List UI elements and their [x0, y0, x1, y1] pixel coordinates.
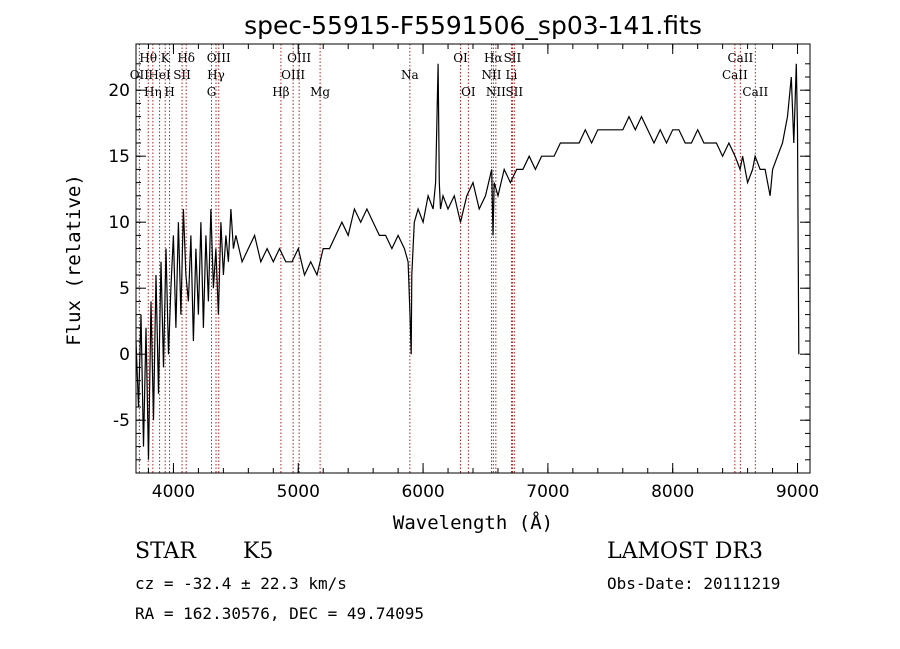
line-marker-label: NII: [486, 85, 506, 99]
line-marker-label: G: [207, 85, 217, 99]
y-tick-label: 20: [108, 81, 130, 101]
y-axis-label: Flux (relative): [63, 174, 85, 346]
chart-title: spec-55915-F5591506_sp03-141.fits: [244, 11, 702, 40]
x-tick-label: 7000: [526, 482, 569, 502]
coordinates: RA = 162.30576, DEC = 49.74095: [135, 604, 424, 623]
y-tick-label: 15: [108, 147, 130, 167]
spectrum-line: [135, 63, 800, 460]
line-marker-label: CaII: [742, 85, 768, 99]
line-marker-label: OII: [130, 68, 150, 82]
line-marker-label: H: [164, 85, 174, 99]
line-marker-label: CaII: [722, 68, 748, 82]
x-tick-label: 5000: [277, 482, 320, 502]
x-tick-label: 9000: [776, 482, 819, 502]
line-marker-label: Hβ: [272, 85, 289, 99]
object-class: STAR: [135, 539, 197, 564]
line-marker-label: OI: [461, 85, 476, 99]
plot-frame: [135, 43, 811, 474]
y-tick-label: -5: [113, 411, 130, 431]
line-marker-label: Hθ: [139, 51, 157, 65]
line-marker-label: Hη: [144, 85, 162, 99]
line-marker-label: SII: [173, 68, 191, 82]
line-marker-label: OIII: [281, 68, 305, 82]
line-marker-label: Hδ: [177, 51, 195, 65]
x-tick-label: 4000: [152, 482, 195, 502]
line-markers: [138, 44, 756, 473]
line-marker-label: NII: [481, 68, 501, 82]
line-marker-label: Hα: [484, 51, 503, 65]
obs-date: Obs-Date: 20111219: [607, 574, 780, 593]
y-tick-label: 10: [108, 213, 130, 233]
line-marker-labels: Hθ OII Hη K HeI H Hδ SII OIII Hγ G OIII OIII Hβ Mg Na OI…: [130, 51, 769, 99]
line-marker-label: SII: [504, 51, 522, 65]
line-marker-label: Na: [401, 68, 419, 82]
line-marker-label: CaII: [727, 51, 753, 65]
y-tick-label: 0: [119, 345, 130, 365]
redshift-cz: cz = -32.4 ± 22.3 km/s: [135, 574, 347, 593]
line-marker-label: OI: [453, 51, 468, 65]
plot-axes: 4000 5000 6000 7000 8000 9000 -5 0 5 10 15 20: [108, 43, 819, 502]
line-marker-label: Mg: [310, 85, 330, 99]
object-subclass: K5: [243, 539, 273, 564]
survey-name: LAMOST DR3: [607, 539, 763, 564]
x-tick-label: 8000: [651, 482, 694, 502]
line-marker-label: OIII: [287, 51, 311, 65]
line-marker-label: Li: [506, 68, 518, 82]
line-marker-label: HeI: [148, 68, 171, 82]
line-marker-label: K: [161, 51, 171, 65]
line-marker-label: Hγ: [207, 68, 225, 82]
line-marker-label: OIII: [207, 51, 231, 65]
x-tick-label: 6000: [401, 482, 444, 502]
y-tick-label: 5: [119, 279, 130, 299]
line-marker-label: SII: [505, 85, 523, 99]
x-axis-label: Wavelength (Å): [393, 511, 553, 534]
